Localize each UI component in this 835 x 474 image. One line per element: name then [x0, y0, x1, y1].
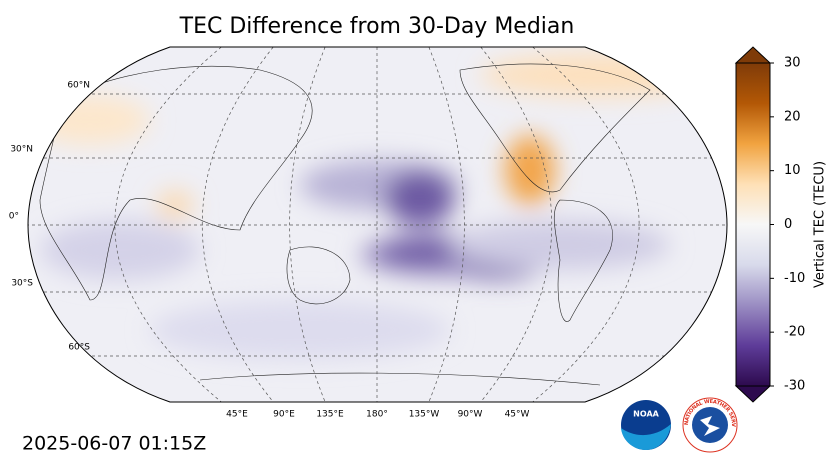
map-area	[28, 47, 727, 402]
noaa-logo: NOAA	[621, 400, 671, 450]
lon-label: 180°	[366, 410, 388, 420]
lon-label: 90°E	[273, 410, 295, 420]
colorbar-tick-label: 10	[784, 163, 801, 178]
lon-label: 90°W	[458, 410, 483, 420]
meridian	[289, 47, 326, 402]
lat-label: 0°	[9, 212, 19, 222]
colorbar-label: Vertical TEC (TECU)	[813, 161, 828, 288]
meridian	[202, 47, 274, 402]
lon-label: 45°W	[505, 410, 530, 420]
colorbar-tick-label: -10	[784, 271, 805, 286]
lat-label: 60°N	[67, 81, 90, 91]
colorbar-tick-label: -20	[784, 325, 805, 340]
lat-label: 30°S	[11, 279, 33, 289]
colorbar-tick-label: 30	[784, 56, 801, 71]
colorbar	[735, 62, 771, 387]
meridian	[428, 47, 465, 402]
lon-label: 135°E	[316, 410, 344, 420]
colorbar-tick-label: 0	[784, 217, 792, 232]
colorbar-high-extend	[734, 46, 772, 64]
colorbar-tick-label: 20	[784, 109, 801, 124]
noaa-text: NOAA	[633, 410, 659, 419]
coastlines	[39, 63, 651, 386]
lat-label: 30°N	[10, 145, 33, 155]
timestamp: 2025-06-07 01:15Z	[22, 433, 206, 455]
meridian	[480, 47, 552, 402]
lat-label: 60°S	[68, 343, 90, 353]
lon-label: 45°E	[226, 410, 248, 420]
graticule	[28, 47, 727, 402]
title: TEC Difference from 30-Day Median	[179, 14, 575, 39]
colorbar-low-extend	[734, 385, 772, 403]
colorbar-tick-label: -30	[784, 379, 805, 394]
map-border	[27, 46, 728, 403]
lon-label: 135°W	[409, 410, 440, 420]
